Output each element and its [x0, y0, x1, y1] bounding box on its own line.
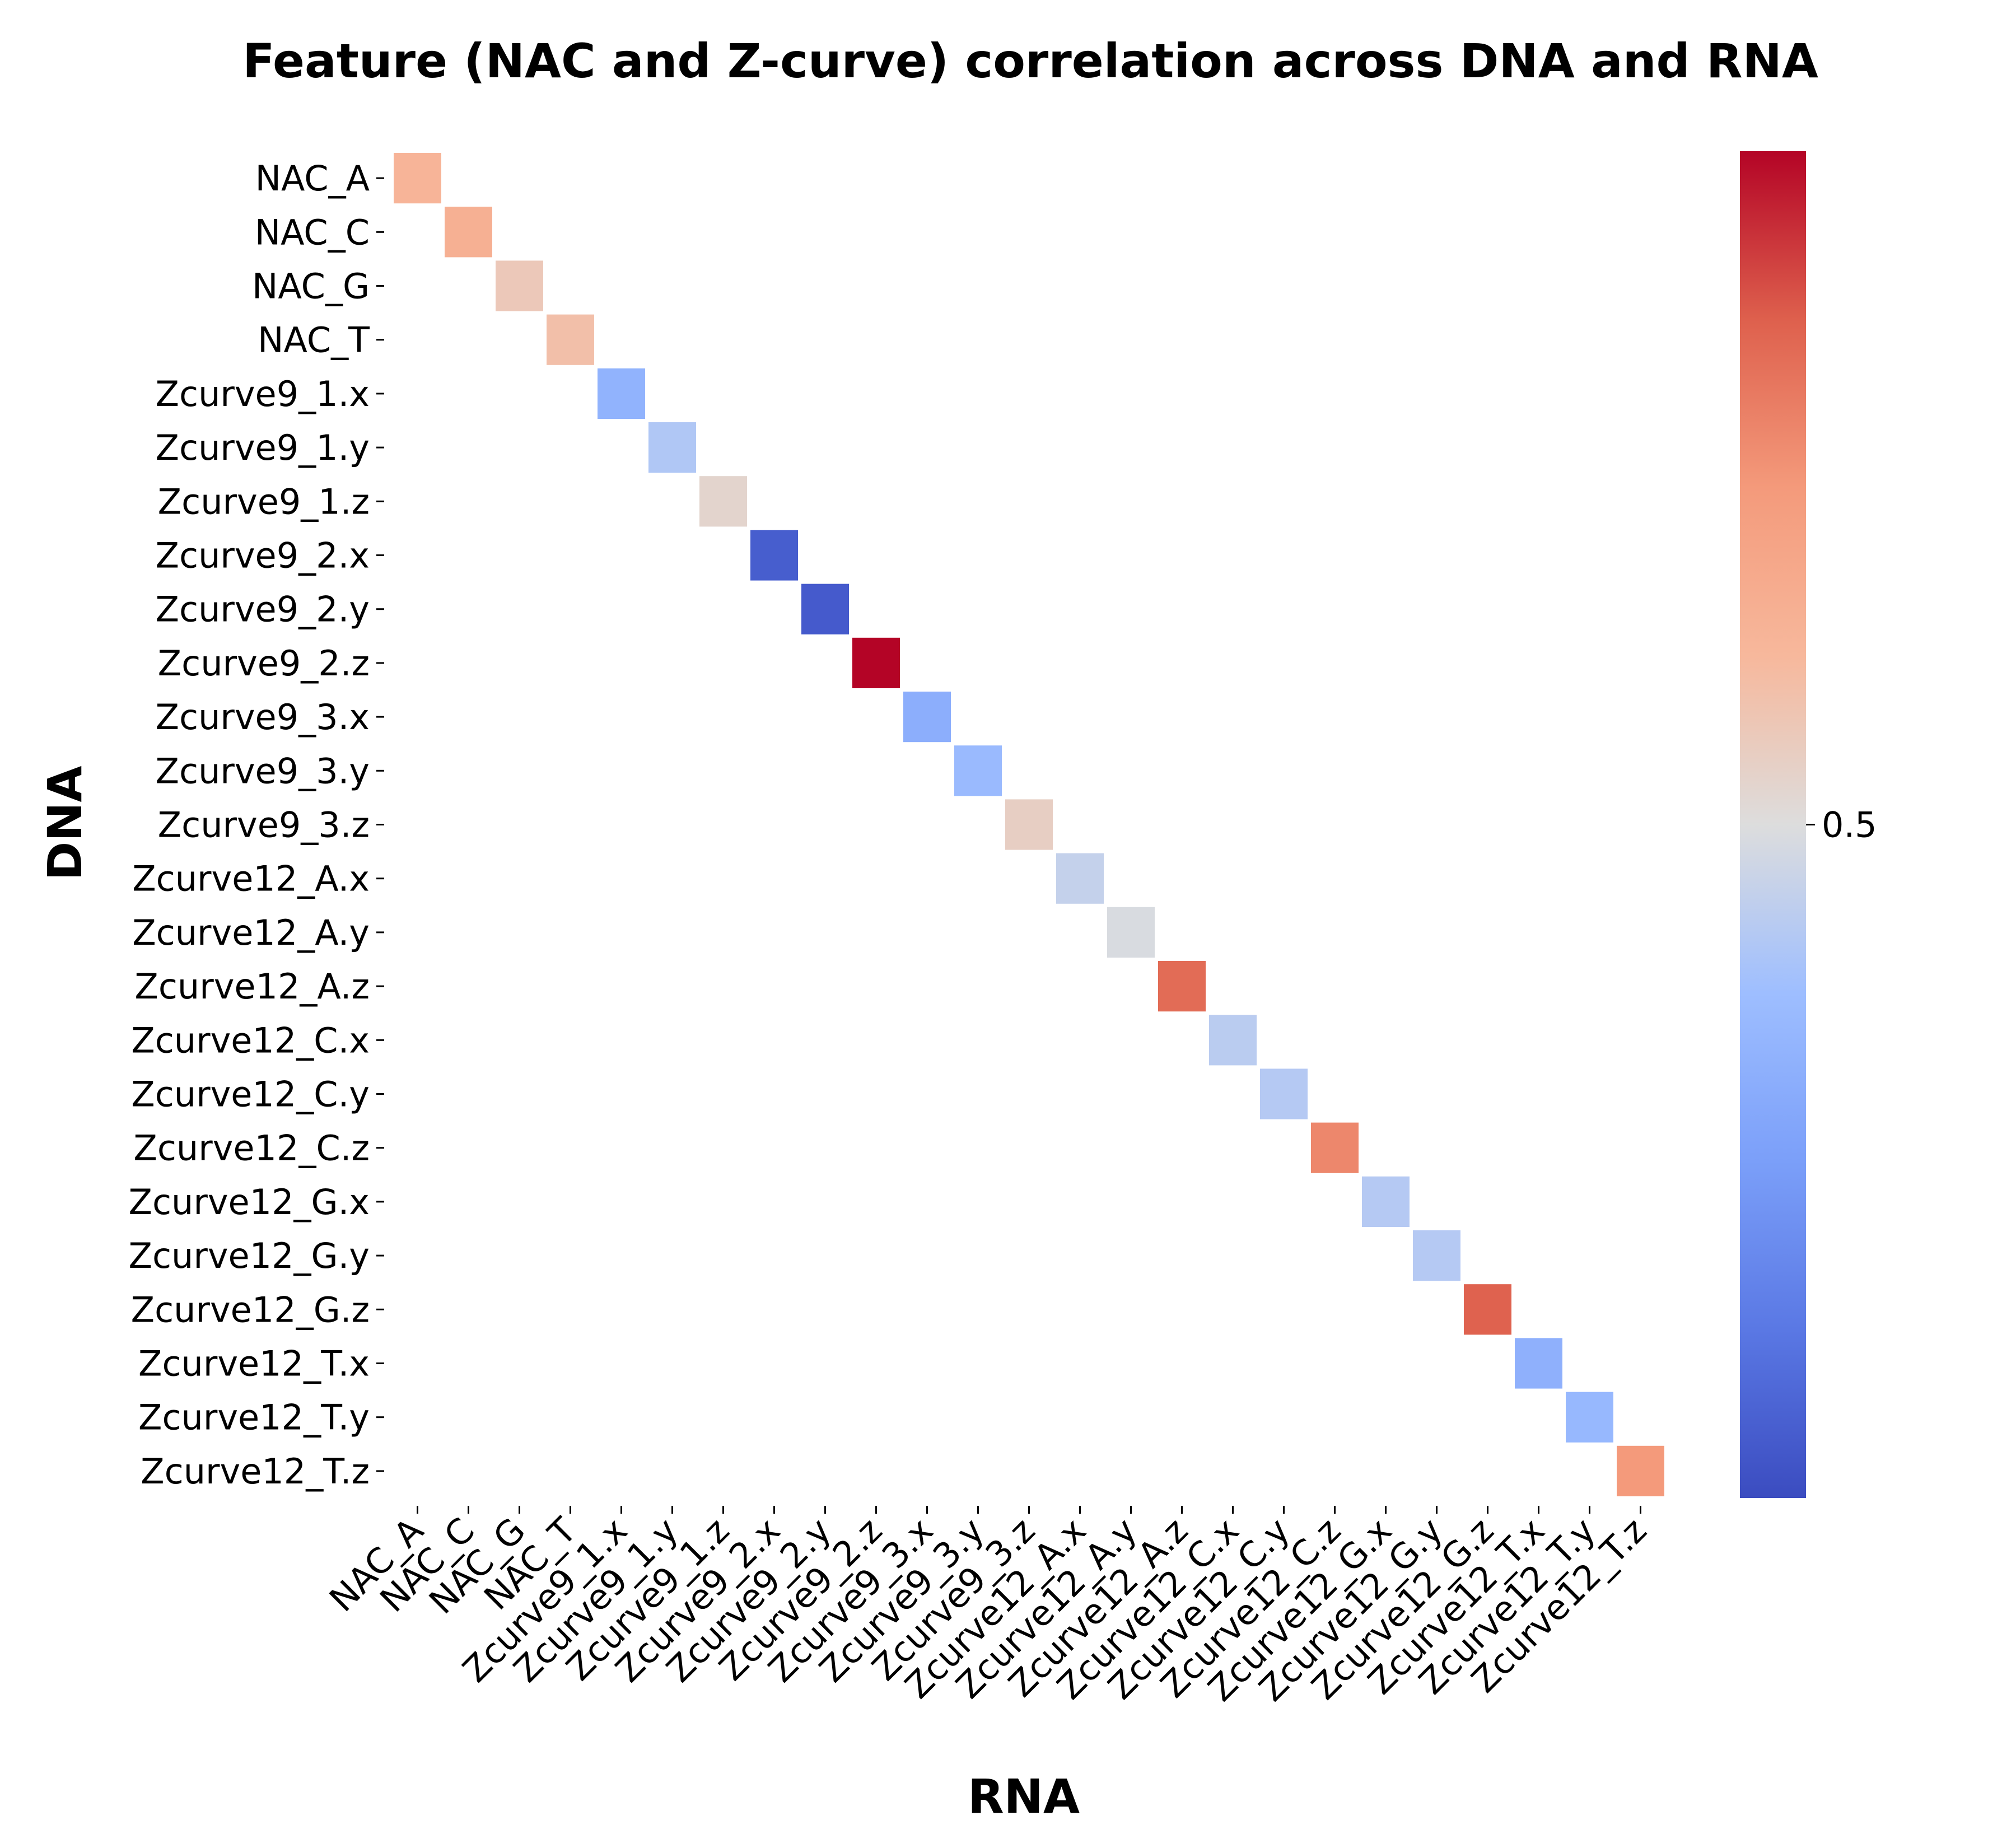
y-tick-label: Zcurve12_C.y	[131, 1074, 370, 1115]
heatmap-cell	[798, 580, 852, 638]
y-tick-label: Zcurve12_A.y	[132, 912, 370, 953]
y-tick-label: Zcurve12_T.y	[138, 1397, 370, 1438]
heatmap-cell	[1206, 1011, 1260, 1069]
y-tick-label: Zcurve12_T.x	[138, 1343, 370, 1384]
heatmap-cell	[747, 526, 801, 584]
heatmap-cell	[951, 742, 1005, 800]
heatmap-cells	[390, 150, 1668, 1500]
heatmap-cell	[849, 634, 903, 692]
y-axis-ticks: NAC_A NAC_C NAC_G NAC_T Zcurve9_1.x Zcurve9_1…	[128, 158, 384, 1492]
y-tick-label: Zcurve12_T.z	[141, 1451, 370, 1492]
colorbar-ticks: 0.5	[1806, 805, 1877, 846]
y-tick-label: Zcurve12_G.x	[128, 1182, 370, 1222]
y-tick-label: NAC_G	[252, 266, 370, 307]
y-tick-label: Zcurve9_2.x	[156, 535, 370, 576]
heatmap-cell	[1562, 1388, 1617, 1446]
y-tick-label: Zcurve12_G.y	[128, 1235, 370, 1276]
y-tick-label: Zcurve9_3.x	[156, 697, 370, 738]
y-tick-label: Zcurve9_3.z	[158, 805, 370, 846]
heatmap-cell	[1460, 1281, 1515, 1338]
colorbar	[1740, 151, 1806, 1498]
heatmap-cell	[390, 150, 445, 207]
heatmap-cell	[492, 257, 547, 315]
heatmap-cell	[1511, 1334, 1566, 1392]
heatmap-cell	[594, 365, 648, 422]
y-tick-label: Zcurve9_3.y	[156, 750, 370, 791]
y-tick-label: Zcurve12_A.z	[134, 966, 370, 1007]
chart-title: Feature (NAC and Z-curve) correlation ac…	[242, 34, 1818, 88]
y-tick-label: NAC_A	[255, 158, 370, 199]
y-tick-label: Zcurve12_G.z	[131, 1289, 370, 1330]
y-tick-label: Zcurve9_1.z	[158, 481, 370, 522]
colorbar-tick-label: 0.5	[1822, 805, 1877, 846]
y-tick-label: NAC_C	[255, 212, 370, 253]
y-tick-label: Zcurve12_C.z	[133, 1128, 370, 1169]
y-tick-label: Zcurve12_C.x	[131, 1020, 370, 1061]
y-tick-label: Zcurve9_2.y	[156, 589, 370, 630]
y-tick-label: Zcurve9_2.z	[158, 643, 370, 684]
heatmap-cell	[1359, 1173, 1413, 1231]
heatmap-cell	[1155, 958, 1209, 1015]
x-axis-label: RNA	[968, 1769, 1080, 1824]
heatmap-cell	[645, 419, 699, 477]
heatmap-cell	[1257, 1065, 1311, 1123]
heatmap-cell	[1308, 1119, 1362, 1177]
heatmap-cell	[1410, 1227, 1464, 1285]
y-tick-label: Zcurve9_1.y	[156, 427, 370, 468]
heatmap-cell	[543, 311, 598, 368]
heatmap-cell	[441, 203, 496, 261]
heatmap-cell	[1053, 850, 1107, 907]
heatmap-cell	[1613, 1442, 1668, 1500]
x-axis-ticks: NAC_ANAC_CNAC_GNAC_TZcurve9_1.xZcurve9_1…	[321, 1506, 1654, 1709]
y-tick-label: Zcurve12_A.x	[132, 858, 370, 899]
y-axis-label: DNA	[38, 766, 92, 880]
heatmap-cell	[900, 688, 954, 746]
y-tick-label: Zcurve9_1.x	[156, 374, 370, 414]
heatmap-cell	[1002, 796, 1056, 853]
heatmap-cell	[1104, 903, 1158, 962]
y-tick-label: NAC_T	[258, 320, 370, 361]
heatmap-cell	[696, 473, 750, 530]
